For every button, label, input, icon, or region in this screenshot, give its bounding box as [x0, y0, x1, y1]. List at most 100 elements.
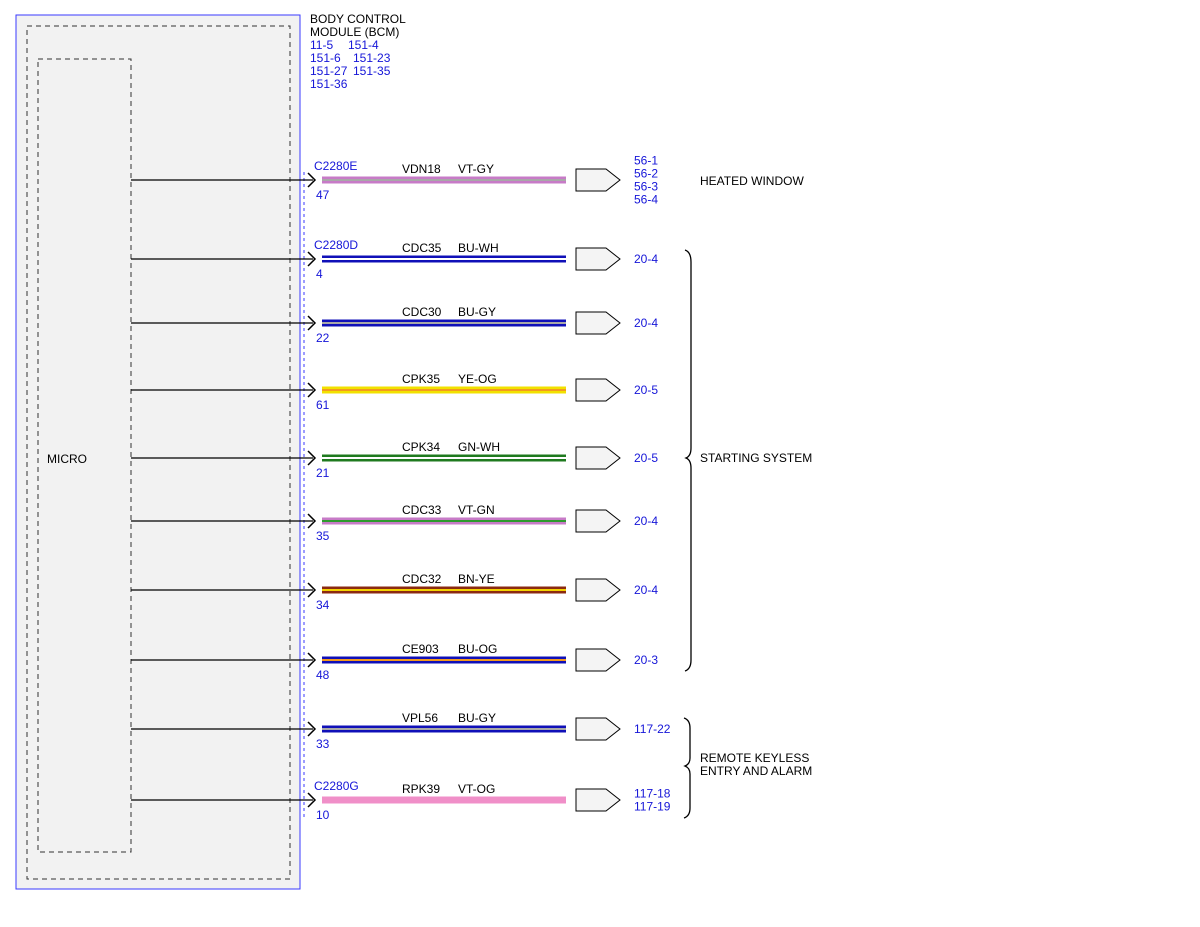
destination-ref[interactable]: 20-5 — [634, 451, 658, 465]
connector-plug-icon[interactable] — [575, 446, 621, 470]
circuit-id: CDC30 — [402, 305, 442, 319]
pin-arrow-icon — [307, 582, 317, 598]
wire-color-code: BN-YE — [458, 572, 495, 586]
wire-row[interactable] — [131, 378, 621, 402]
destination-ref[interactable]: 20-4 — [634, 316, 658, 330]
destination-ref[interactable]: 56-3 — [634, 180, 658, 194]
destination-ref[interactable]: 20-4 — [634, 514, 658, 528]
starting-system-brace — [684, 249, 692, 672]
remote-keyless-brace — [683, 717, 691, 819]
wire-color-code: VT-GY — [458, 162, 494, 176]
connector-label[interactable]: C2280G — [314, 779, 359, 793]
wire-stripe — [322, 258, 566, 260]
wire-color-code: BU-WH — [458, 241, 499, 255]
wire-stripe — [322, 520, 566, 522]
connector-plug-icon[interactable] — [575, 717, 621, 741]
connector-plug-icon[interactable] — [575, 311, 621, 335]
connector-plug-icon[interactable] — [575, 247, 621, 271]
destination-ref[interactable]: 20-3 — [634, 653, 658, 667]
pin-number: 61 — [316, 398, 330, 412]
pin-number: 33 — [316, 737, 330, 751]
wire-row[interactable] — [131, 717, 621, 741]
wire-color-code: BU-GY — [458, 305, 496, 319]
connector-plug-icon[interactable] — [575, 168, 621, 192]
wire-stripe — [322, 659, 566, 661]
connector-label[interactable]: C2280D — [314, 238, 358, 252]
circuit-id: CDC35 — [402, 241, 442, 255]
pin-number: 34 — [316, 598, 330, 612]
wire-color-code: BU-OG — [458, 642, 497, 656]
pin-arrow-icon — [307, 251, 317, 267]
wire-row[interactable] — [131, 509, 621, 533]
wire-color-code: VT-GN — [458, 503, 495, 517]
circuit-id: CPK34 — [402, 440, 440, 454]
pin-number: 4 — [316, 267, 323, 281]
module-ref[interactable]: 151-36 — [310, 77, 348, 91]
connector-label[interactable]: C2280E — [314, 159, 357, 173]
circuit-id: CDC33 — [402, 503, 442, 517]
wire-stripe — [322, 322, 566, 324]
connector-plug-icon[interactable] — [575, 788, 621, 812]
destination-ref[interactable]: 20-4 — [634, 583, 658, 597]
wire-color-code: BU-GY — [458, 711, 496, 725]
wire-row[interactable] — [131, 168, 621, 192]
pin-arrow-icon — [307, 172, 317, 188]
wires-layer: C2280E 47 VDN18 VT-GY 56-156-256-356-4 C2280D… — [131, 154, 671, 822]
circuit-id: CE903 — [402, 642, 439, 656]
circuit-id: VDN18 — [402, 162, 441, 176]
pin-number: 21 — [316, 466, 330, 480]
remote-keyless-label: ENTRY AND ALARM — [700, 764, 812, 778]
destination-ref[interactable]: 20-5 — [634, 383, 658, 397]
circuit-id: VPL56 — [402, 711, 438, 725]
wire-color-code: YE-OG — [458, 372, 497, 386]
module-title-line1: BODY CONTROL — [310, 12, 406, 26]
module-ref[interactable]: 11-5 — [310, 38, 333, 52]
pin-number: 35 — [316, 529, 330, 543]
destination-ref[interactable]: 56-4 — [634, 193, 658, 207]
wire-stripe — [322, 179, 566, 181]
module-ref[interactable]: 151-23 — [353, 51, 391, 65]
destination-ref[interactable]: 117-22 — [634, 722, 671, 736]
module-ref[interactable]: 151-6 — [310, 51, 341, 65]
module-ref[interactable]: 151-4 — [348, 38, 379, 52]
micro-box — [37, 58, 132, 853]
pin-number: 10 — [316, 808, 330, 822]
wire-row[interactable] — [131, 648, 621, 672]
module-title-line2: MODULE (BCM) — [310, 25, 399, 39]
pin-arrow-icon — [307, 792, 317, 808]
bcm-module-box[interactable] — [15, 14, 301, 890]
destination-ref[interactable]: 117-19 — [634, 800, 671, 814]
pin-number: 22 — [316, 331, 330, 345]
wire-color-code: VT-OG — [458, 782, 495, 796]
circuit-id: CPK35 — [402, 372, 440, 386]
pin-arrow-icon — [307, 315, 317, 331]
pin-arrow-icon — [307, 450, 317, 466]
pin-arrow-icon — [307, 513, 317, 529]
module-ref[interactable]: 151-35 — [353, 64, 391, 78]
starting-system-label: STARTING SYSTEM — [700, 451, 812, 465]
circuit-id: CDC32 — [402, 572, 442, 586]
micro-label: MICRO — [47, 452, 87, 466]
wire-row[interactable] — [131, 578, 621, 602]
pin-arrow-icon — [307, 652, 317, 668]
wire-row[interactable] — [131, 247, 621, 271]
module-ref[interactable]: 151-27 — [310, 64, 348, 78]
connector-plug-icon[interactable] — [575, 378, 621, 402]
connector-plug-icon[interactable] — [575, 648, 621, 672]
wire-stripe — [322, 589, 566, 591]
destination-ref[interactable]: 56-1 — [634, 154, 658, 168]
heated-window-label: HEATED WINDOW — [700, 174, 804, 188]
wire-color-code: GN-WH — [458, 440, 500, 454]
destination-ref[interactable]: 56-2 — [634, 167, 658, 181]
wire-row[interactable] — [131, 788, 621, 812]
destination-ref[interactable]: 20-4 — [634, 252, 658, 266]
connector-plug-icon[interactable] — [575, 578, 621, 602]
destination-ref[interactable]: 117-18 — [634, 787, 671, 801]
pin-number: 47 — [316, 188, 330, 202]
pin-arrow-icon — [307, 721, 317, 737]
wire-row[interactable] — [131, 446, 621, 470]
connector-plug-icon[interactable] — [575, 509, 621, 533]
wire-row[interactable] — [131, 311, 621, 335]
pin-number: 48 — [316, 668, 330, 682]
